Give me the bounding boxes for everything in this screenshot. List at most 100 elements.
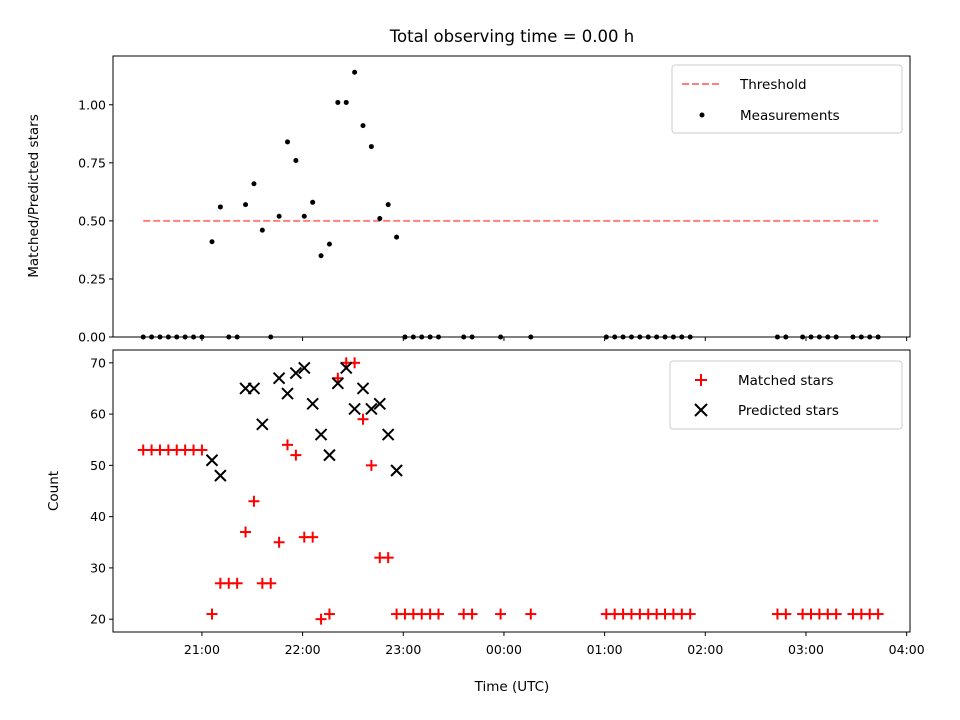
measurement-point (335, 99, 341, 105)
predicted-marker-b (390, 464, 403, 477)
predicted-marker-b (256, 418, 269, 431)
matched-star-marker (684, 608, 696, 620)
legend-matched-label: Matched stars (738, 373, 834, 389)
measurement-point (276, 213, 282, 219)
bottom-y-ticks: 20 30 40 50 60 70 (90, 355, 113, 627)
predicted-star-marker (340, 361, 353, 375)
predicted-marker-b (365, 402, 378, 416)
legend-matched-swatch (695, 374, 707, 386)
predicted-marker-b (331, 377, 345, 390)
top-legend: Threshold Measurements (671, 64, 903, 134)
bottom-x-tick-label: 22:00 (285, 642, 321, 657)
top-y-axis-label: Matched/Predicted stars (26, 114, 42, 277)
bottom-series (137, 357, 884, 625)
predicted-marker-b (214, 469, 227, 482)
predicted-marker-b (356, 382, 370, 395)
measurement-point (301, 213, 307, 219)
predicted-marker-b (272, 371, 286, 385)
matched-star-marker (290, 449, 302, 461)
predicted-star-marker (356, 382, 370, 395)
matched-star-marker (357, 413, 369, 425)
predicted-star-marker (281, 387, 294, 400)
measurement-point (217, 204, 223, 210)
measurement-point (251, 181, 257, 187)
matched-star-marker (307, 531, 319, 543)
predicted-star-marker (390, 464, 403, 477)
measurement-point (360, 123, 366, 129)
measurement-point (293, 158, 299, 164)
predicted-marker-b (314, 428, 328, 441)
bottom-y-tick-label: 70 (90, 355, 106, 370)
top-legend-box (671, 64, 903, 134)
predicted-marker-b (289, 366, 303, 380)
matched-star-marker (466, 608, 478, 620)
bottom-y-axis-label: Count (46, 471, 62, 511)
measurement-point (285, 139, 291, 145)
predicted-star-marker (289, 366, 303, 380)
top-y-tick-label: 0.75 (78, 155, 106, 170)
predicted-marker-b (247, 382, 261, 395)
measurement-point (368, 144, 374, 150)
predicted-star-marker (298, 361, 311, 375)
bottom-x-tick-label: 03:00 (788, 642, 824, 657)
top-y-tick-label: 0.50 (78, 213, 106, 228)
bottom-legend-box (669, 360, 903, 430)
matched-star-marker (382, 552, 394, 564)
matched-star-marker (273, 536, 285, 548)
bottom-axes-frame (112, 349, 911, 633)
bottom-x-tick-label: 01:00 (587, 642, 623, 657)
matched-star-marker (206, 608, 218, 620)
measurement-point (310, 199, 316, 205)
matched-star-marker (315, 613, 327, 625)
predicted-star-marker (247, 382, 261, 395)
predicted-marker-b (306, 397, 319, 411)
matched-star-marker (196, 444, 208, 456)
matched-star-marker (332, 372, 344, 384)
measurement-point (352, 69, 358, 75)
bottom-y-tick-label: 60 (90, 407, 106, 422)
top-panel: 0.00 0.25 0.50 0.75 1.00 Matched/Predicted s… (26, 55, 911, 345)
measurement-point (209, 239, 215, 245)
legend-predicted-label: Predicted stars (738, 403, 839, 419)
predicted-star-marker (272, 371, 286, 385)
predicted-star-marker (323, 448, 336, 462)
measurement-point (377, 216, 383, 222)
top-y-ticks: 0.00 0.25 0.50 0.75 1.00 (78, 97, 113, 345)
top-axes-frame (112, 55, 911, 338)
bottom-legend: Matched stars Predicted stars (669, 360, 903, 430)
measurement-point (243, 202, 249, 208)
bottom-y-tick-label: 40 (90, 509, 106, 524)
predicted-star-marker (214, 469, 227, 482)
predicted-marker-b (298, 361, 311, 375)
measurement-point (385, 202, 391, 208)
bottom-x-axis-label: Time (UTC) (474, 679, 550, 695)
matched-star-marker (282, 439, 294, 451)
predicted-marker-b (323, 448, 336, 462)
matched-star-marker (323, 608, 335, 620)
legend-measurements-swatch (699, 112, 705, 118)
predicted-star-marker (348, 402, 361, 416)
predicted-star-marker (381, 428, 395, 441)
bottom-y-tick-label: 30 (90, 560, 106, 575)
matched-star-marker (365, 459, 377, 471)
predicted-star-marker (256, 418, 269, 431)
bottom-y-tick-label: 20 (90, 612, 106, 627)
predicted-star-marker (373, 397, 386, 411)
bottom-x-ticks: 21:00 22:00 23:00 00:00 01:00 02:00 03:00 04:00 (184, 632, 925, 657)
bottom-x-tick-label: 00:00 (486, 642, 522, 657)
measurement-point (259, 227, 265, 233)
predicted-marker-b (281, 387, 294, 400)
matched-star-marker (495, 608, 507, 620)
matched-star-marker (433, 608, 445, 620)
matched-star-marker (265, 577, 277, 589)
matched-star-marker (240, 526, 252, 538)
predicted-marker-b (381, 428, 395, 441)
predicted-star-marker (306, 397, 319, 411)
measurement-point (318, 253, 324, 259)
matched-star-marker (780, 608, 792, 620)
chart-title: Total observing time = 0.00 h (389, 27, 634, 46)
measurement-point (326, 241, 332, 247)
top-y-tick-label: 0.25 (78, 271, 106, 286)
predicted-star-marker (314, 428, 328, 441)
legend-predicted-swatch (694, 403, 708, 417)
